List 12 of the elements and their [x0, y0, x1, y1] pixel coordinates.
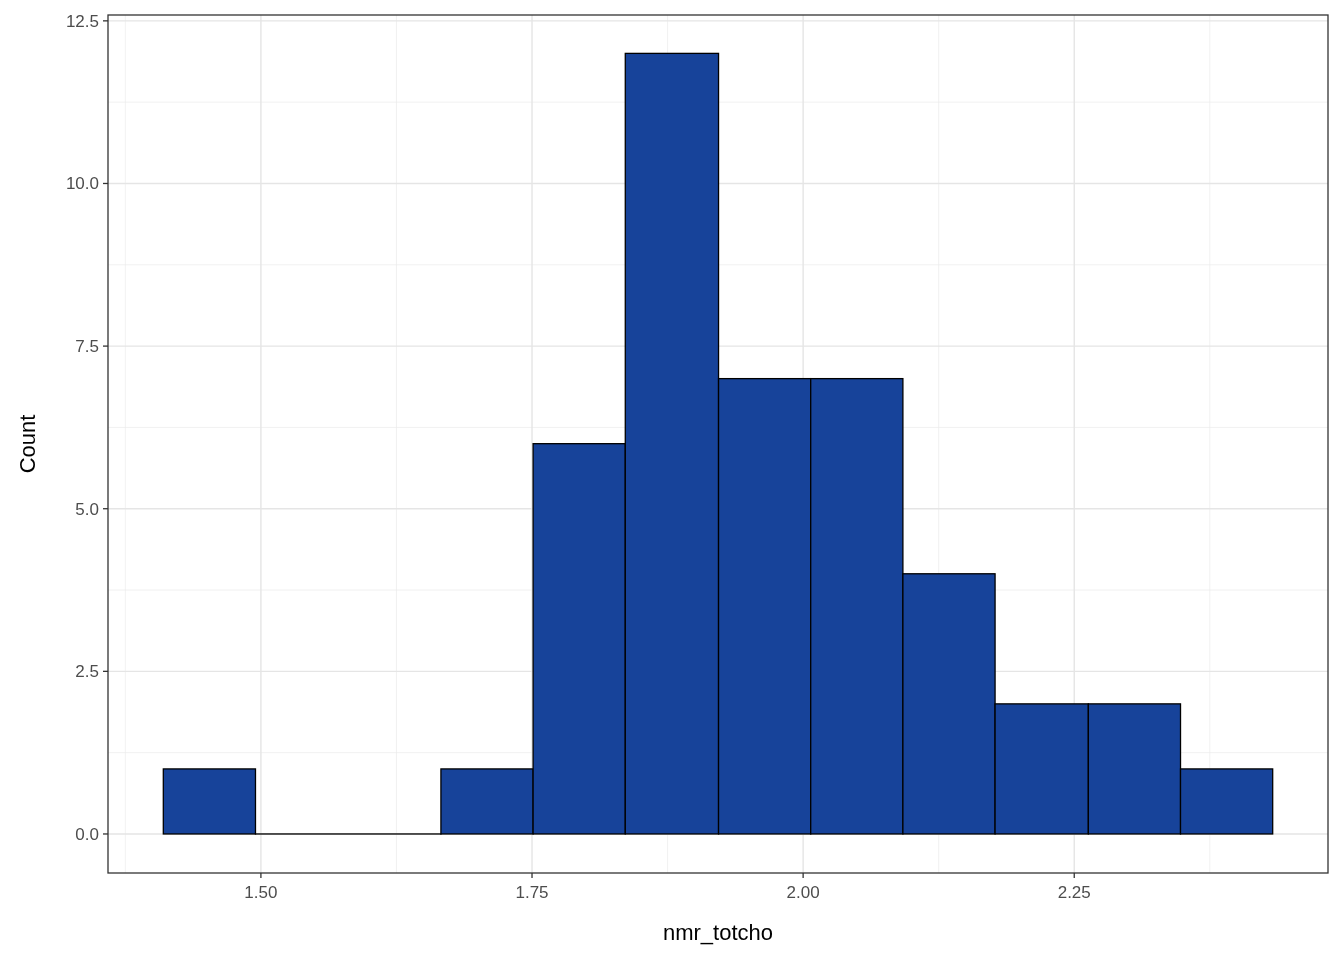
x-tick-label: 1.75	[515, 883, 549, 902]
y-axis-title: Count	[15, 414, 40, 474]
x-tick-label: 2.25	[1057, 883, 1091, 902]
y-tick-label: 0.0	[75, 824, 99, 844]
y-tick-label: 2.5	[75, 662, 99, 682]
x-tick-label: 2.00	[786, 883, 820, 902]
y-tick-label: 12.5	[65, 11, 99, 31]
x-tick-label: 1.50	[244, 883, 278, 902]
x-axis-title: nmr_totcho	[662, 920, 774, 945]
y-tick-label: 5.0	[75, 499, 99, 519]
y-tick-label: 10.0	[65, 174, 99, 194]
y-tick-label: 7.5	[75, 337, 99, 357]
